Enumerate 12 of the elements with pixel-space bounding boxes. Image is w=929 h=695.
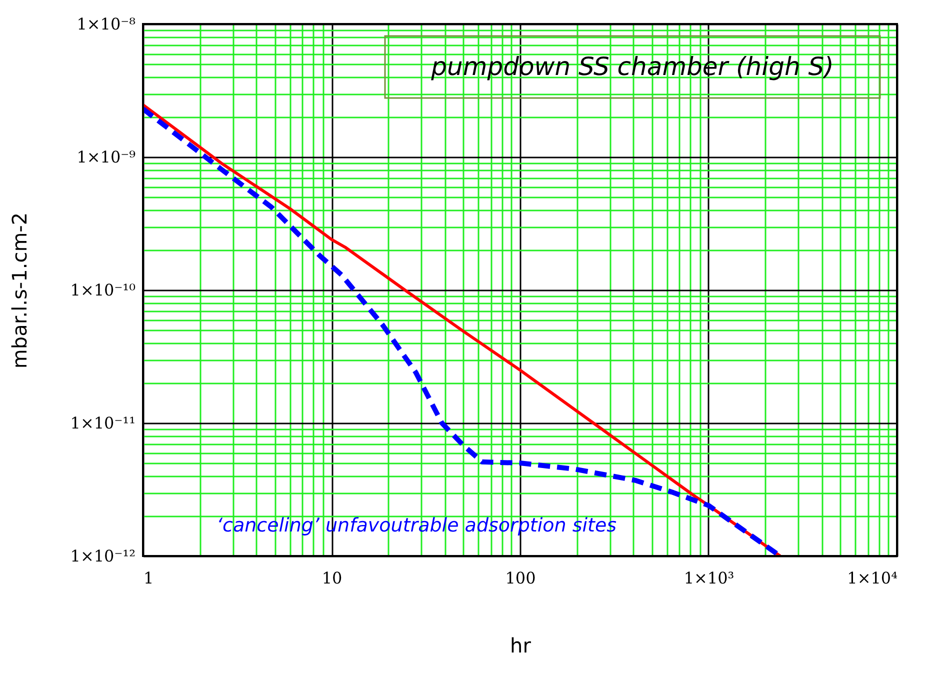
x-axis-title: hr (510, 634, 532, 658)
y-tick-label: 1×10⁻¹¹ (70, 414, 136, 432)
x-tick-label: 1×10³ (684, 568, 734, 588)
x-tick-label: 1×10⁴ (847, 568, 898, 588)
x-tick-label: 1 (144, 568, 154, 588)
x-tick-label: 100 (505, 568, 536, 588)
y-tick-label: 1×10⁻⁹ (76, 148, 136, 166)
x-tick-label: 10 (322, 568, 342, 588)
y-axis-title: mbar.l.s-1.cm-2 (8, 212, 32, 369)
y-tick-label: 1×10⁻⁸ (76, 14, 136, 34)
y-tick-label: 1×10⁻¹² (70, 546, 136, 566)
y-tick-label: 1×10⁻¹⁰ (70, 280, 136, 300)
